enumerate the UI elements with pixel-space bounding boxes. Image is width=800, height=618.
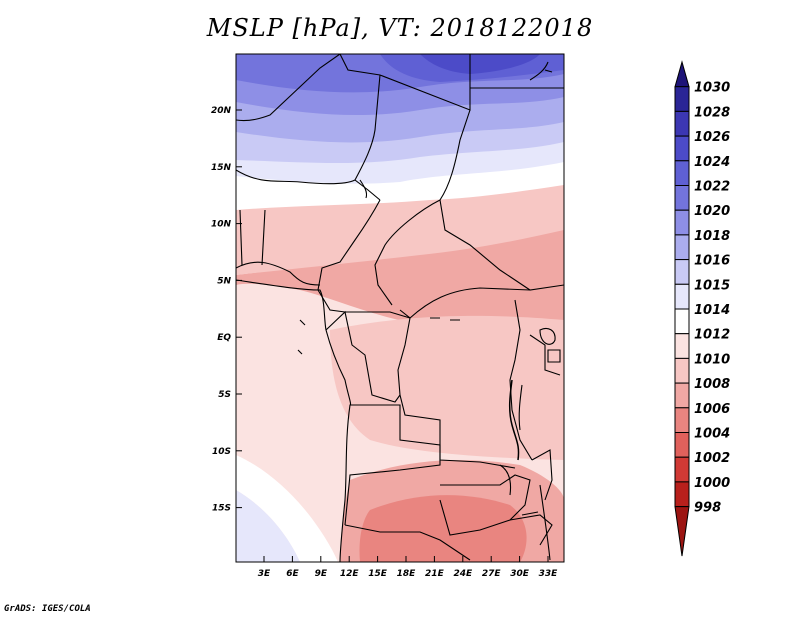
colorbar-top-arrow xyxy=(674,60,690,88)
colorbar-swatch xyxy=(674,135,690,162)
pressure-field xyxy=(236,54,564,562)
lat-label: 5N xyxy=(217,276,231,286)
country-borders xyxy=(236,54,564,561)
lon-label: 15E xyxy=(368,569,388,579)
contour-1015-coast xyxy=(236,490,300,562)
lon-label: 6E xyxy=(286,569,299,579)
colorbar-swatch xyxy=(674,357,690,384)
contour-1018 xyxy=(236,95,564,143)
colorbar: 1030 1028 1026 1024 1022 1020 1018 1016 1015 1014… xyxy=(674,60,730,557)
contour-1010-congo xyxy=(330,315,564,460)
lon-label: 9E xyxy=(315,569,328,579)
colorbar-swatch xyxy=(674,209,690,236)
contour-1014-coast xyxy=(236,455,338,562)
coastlines-lakes xyxy=(236,61,561,562)
latitude-axis: 20N 15N 10N 5N EQ 5S 10S 15S xyxy=(211,106,242,514)
colorbar-swatch xyxy=(674,160,690,187)
colorbar-bottom-arrow xyxy=(674,506,690,557)
lat-label: 15N xyxy=(211,163,232,173)
colorbar-label: 1016 xyxy=(694,254,730,269)
colorbar-label: 1024 xyxy=(694,155,730,170)
colorbar-swatch xyxy=(674,283,690,310)
longitude-axis: 3E 6E 9E 12E 15E 18E 21E 24E 27E 30E 33E xyxy=(258,556,558,579)
colorbar-swatch xyxy=(674,456,690,483)
colorbar-swatch xyxy=(674,308,690,335)
colorbar-swatch xyxy=(674,333,690,359)
colorbar-label: 1004 xyxy=(694,427,730,442)
colorbar-label: 1008 xyxy=(694,377,730,392)
lon-label: 3E xyxy=(258,569,271,579)
lat-label: EQ xyxy=(217,333,231,343)
colorbar-label: 1002 xyxy=(694,451,730,466)
colorbar-label: 998 xyxy=(694,501,721,516)
grads-credit: GrADS: IGES/COLA xyxy=(4,604,91,614)
contour-1004-kalahari xyxy=(359,495,527,562)
colorbar-label: 1010 xyxy=(694,352,730,367)
colorbar-label: 1015 xyxy=(694,278,730,293)
colorbar-swatch xyxy=(674,407,690,433)
lon-label: 21E xyxy=(425,569,445,579)
colorbar-label: 1030 xyxy=(694,81,730,96)
colorbar-swatch xyxy=(674,110,690,137)
colorbar-swatch xyxy=(674,259,690,285)
lon-label: 18E xyxy=(397,569,417,579)
colorbar-label: 1014 xyxy=(694,303,730,318)
lat-label: 15S xyxy=(212,504,231,514)
lon-label: 33E xyxy=(539,569,559,579)
colorbar-swatch xyxy=(674,86,690,112)
colorbar-label: 1020 xyxy=(694,204,730,219)
colorbar-swatch xyxy=(674,234,690,261)
colorbar-label: 1006 xyxy=(694,402,730,417)
lon-label: 27E xyxy=(482,569,502,579)
colorbar-label: 1012 xyxy=(694,328,730,343)
map-frame xyxy=(235,53,565,563)
colorbar-label: 1028 xyxy=(694,105,730,120)
colorbar-swatch xyxy=(674,382,690,409)
map-title: MSLP [hPa], VT: 2018122018 xyxy=(206,14,594,42)
colorbar-swatch xyxy=(674,185,690,211)
contour-1016 xyxy=(236,120,564,164)
lat-label: 10N xyxy=(211,220,232,230)
lat-label: 5S xyxy=(218,390,231,400)
colorbar-label: 1000 xyxy=(694,476,730,491)
lat-label: 10S xyxy=(212,447,231,457)
colorbar-swatch xyxy=(674,432,690,458)
colorbar-label: 1018 xyxy=(694,229,730,244)
colorbar-label: 1022 xyxy=(694,180,730,195)
contour-1026-core xyxy=(420,54,540,74)
lon-label: 30E xyxy=(510,569,530,579)
lon-label: 24E xyxy=(453,569,473,579)
colorbar-label: 1026 xyxy=(694,130,730,145)
contour-1020 xyxy=(236,72,564,116)
colorbar-swatch xyxy=(674,481,690,508)
lat-label: 20N xyxy=(211,106,232,116)
lon-label: 12E xyxy=(340,569,360,579)
